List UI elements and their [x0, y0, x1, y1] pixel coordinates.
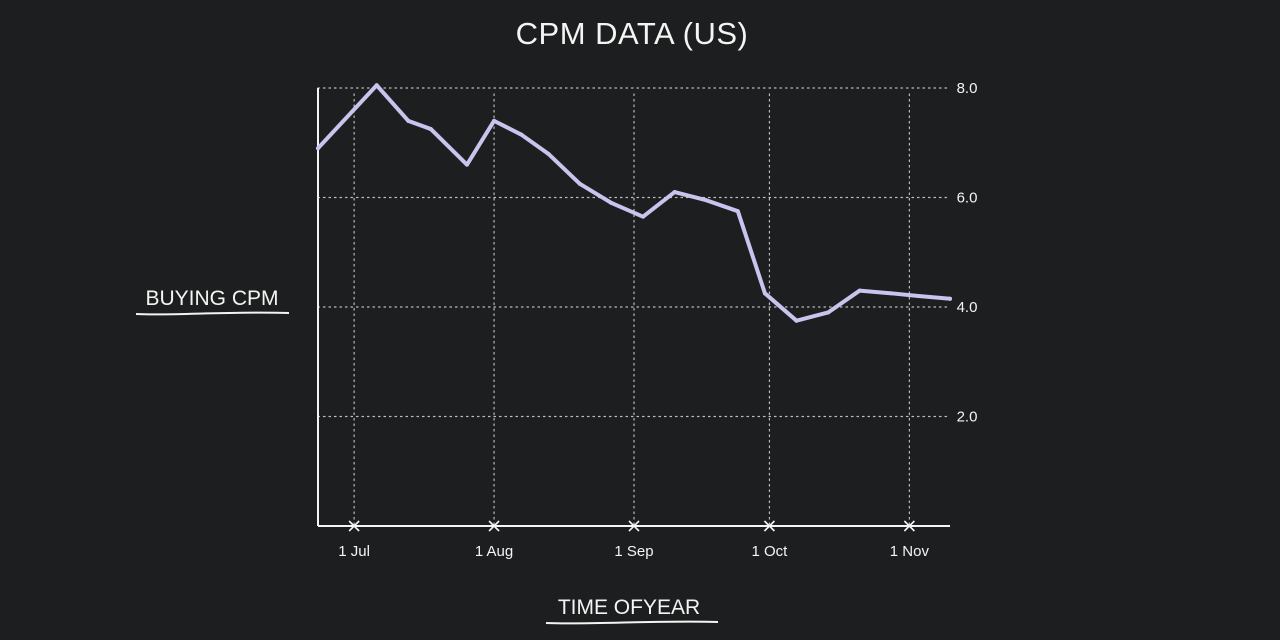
data-point — [406, 118, 411, 123]
x-ticks: 1 Jul 1 Aug 1 Sep 1 Oct 1 Nov — [338, 520, 930, 560]
x-tick-label: 1 Oct — [751, 543, 788, 560]
grid — [317, 87, 951, 527]
x-tick-label: 1 Jul — [338, 543, 370, 560]
y-axis-title-underline — [135, 311, 290, 316]
data-point — [672, 190, 677, 195]
data-point — [889, 291, 894, 296]
data-point — [519, 132, 524, 137]
x-tick-label: 1 Sep — [614, 543, 653, 560]
data-point — [794, 318, 799, 323]
data-point — [492, 118, 497, 123]
data-point — [948, 296, 952, 301]
data-point — [762, 291, 767, 296]
x-tick-mark — [628, 520, 640, 532]
x-axis-title: TIME OFYEAR — [558, 596, 700, 619]
x-axis-title-underline — [545, 620, 719, 625]
data-point — [735, 209, 740, 214]
y-tick-label: 6.0 — [957, 190, 978, 207]
data-point — [316, 146, 320, 151]
data-point — [704, 198, 709, 203]
x-tick-mark — [763, 520, 775, 532]
data-point — [577, 181, 582, 186]
y-ticks: 2.0 4.0 6.0 8.0 — [957, 80, 978, 426]
x-tick-label: 1 Aug — [475, 543, 513, 560]
x-tick-mark — [903, 520, 915, 532]
data-point — [428, 127, 433, 132]
data-point — [826, 310, 831, 315]
data-point — [374, 83, 379, 88]
chart-title: CPM DATA (US) — [516, 16, 749, 51]
data-point — [641, 214, 646, 219]
data-point — [857, 288, 862, 293]
data-point — [546, 151, 551, 156]
y-tick-label: 8.0 — [957, 80, 978, 97]
y-axis-title: BUYING CPM — [145, 287, 278, 310]
data-point — [464, 162, 469, 167]
y-tick-label: 2.0 — [957, 409, 978, 426]
series-line — [316, 83, 952, 323]
data-point — [916, 294, 921, 299]
x-tick-label: 1 Nov — [890, 543, 930, 560]
x-tick-mark — [488, 520, 500, 532]
x-tick-mark — [348, 520, 360, 532]
y-tick-label: 4.0 — [957, 299, 978, 316]
series — [316, 83, 952, 323]
data-point — [609, 200, 614, 205]
